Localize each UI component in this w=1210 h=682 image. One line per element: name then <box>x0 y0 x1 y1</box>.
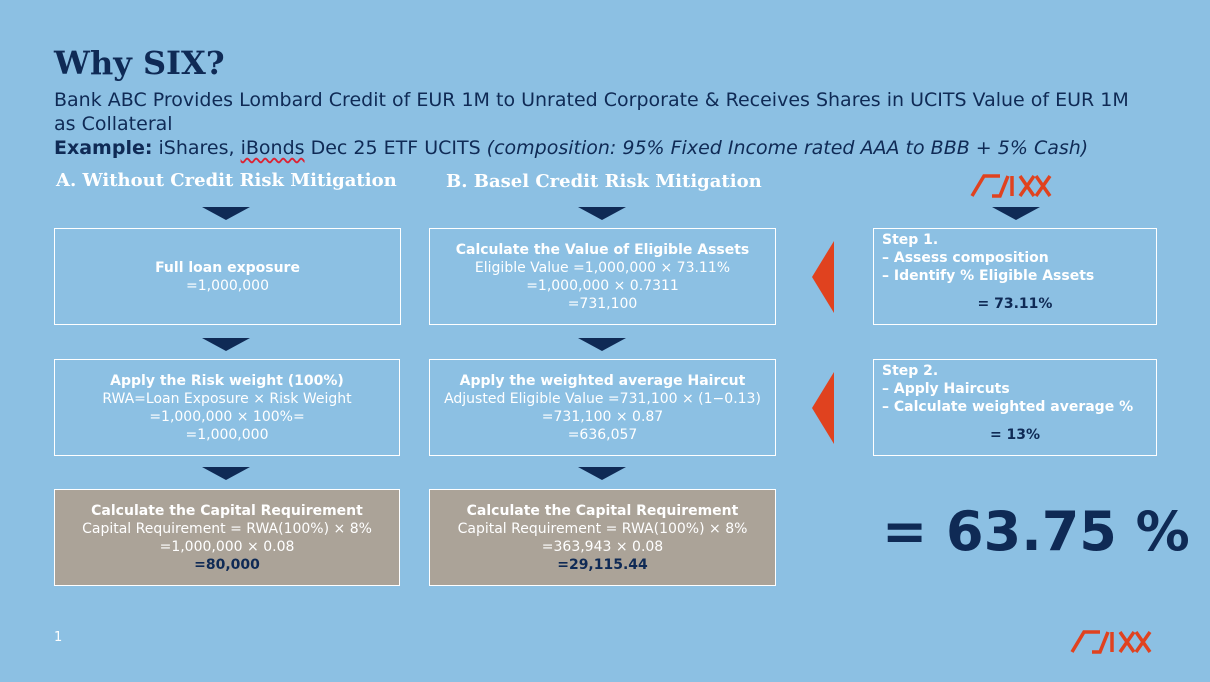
six-logo-top <box>970 174 1052 198</box>
column-a-box-1: Full loan exposure =1,000,000 <box>54 228 401 325</box>
step-item: – Assess composition <box>882 250 1049 266</box>
box-line: =636,057 <box>567 426 638 443</box>
box-line: Adjusted Eligible Value =731,100 × (1−0.… <box>444 390 761 407</box>
arrow-down-icon <box>578 207 626 220</box>
subtitle: Bank ABC Provides Lombard Credit of EUR … <box>54 89 1129 135</box>
column-b-box-2: Apply the weighted average Haircut Adjus… <box>429 359 776 456</box>
column-a-heading: A. Without Credit Risk Mitigation <box>56 170 397 191</box>
box-line: Capital Requirement = RWA(100%) × 8% <box>82 520 372 537</box>
column-b-box-3: Calculate the Capital Requirement Capita… <box>429 489 776 586</box>
box-title: Calculate the Capital Requirement <box>91 502 363 519</box>
column-a-box-3: Calculate the Capital Requirement Capita… <box>54 489 400 586</box>
arrow-down-icon <box>992 207 1040 220</box>
arrow-down-icon <box>202 338 250 351</box>
box-line: =1,000,000 × 0.08 <box>159 538 295 555</box>
step-item: – Calculate weighted average % <box>882 399 1134 415</box>
step-result: = 13% <box>989 427 1041 443</box>
box-line: =1,000,000 <box>186 277 269 294</box>
column-b-box-1: Calculate the Value of Eligible Assets E… <box>429 228 776 325</box>
box-title: Full loan exposure <box>155 259 300 276</box>
step-2-box: Step 2. – Apply Haircuts – Calculate wei… <box>873 359 1157 456</box>
arrow-down-icon <box>202 467 250 480</box>
arrow-left-icon <box>812 372 834 444</box>
arrow-left-icon <box>812 241 834 313</box>
box-line: =1,000,000 × 0.7311 <box>526 277 679 294</box>
box-line: =363,943 × 0.08 <box>541 538 664 555</box>
box-line: =1,000,000 × 100%= <box>149 408 305 425</box>
six-logo-bottom <box>1070 630 1152 654</box>
box-title: Calculate the Capital Requirement <box>466 502 739 519</box>
page-number: 1 <box>54 630 63 645</box>
example-line: Example: iShares, iBonds Dec 25 ETF UCIT… <box>54 136 1174 160</box>
step-item: – Apply Haircuts <box>882 381 1010 397</box>
big-result: = 63.75 % <box>882 500 1190 563</box>
box-line: =731,100 <box>567 295 638 312</box>
arrow-down-icon <box>202 207 250 220</box>
capital-result: =80,000 <box>194 556 260 573</box>
column-a-box-2: Apply the Risk weight (100%) RWA=Loan Ex… <box>54 359 400 456</box>
step-item: – Identify % Eligible Assets <box>882 268 1095 284</box>
arrow-down-icon <box>578 467 626 480</box>
column-b-heading: B. Basel Credit Risk Mitigation <box>446 171 762 192</box>
page-title: Why SIX? <box>54 44 225 82</box>
step-label: Step 2. <box>882 363 939 379</box>
example-label: Example: <box>54 137 153 159</box>
step-1-box: Step 1. – Assess composition – Identify … <box>873 228 1157 325</box>
step-result: = 73.11% <box>977 296 1053 312</box>
box-line: Eligible Value =1,000,000 × 73.11% <box>474 259 731 276</box>
step-label: Step 1. <box>882 232 939 248</box>
example-text-b: iBonds <box>240 137 305 159</box>
box-title: Apply the Risk weight (100%) <box>110 372 344 389</box>
box-line: =731,100 × 0.87 <box>541 408 664 425</box>
example-text-c: Dec 25 ETF UCITS <box>304 137 487 159</box>
example-composition: (composition: 95% Fixed Income rated AAA… <box>486 137 1089 159</box>
box-title: Calculate the Value of Eligible Assets <box>455 241 750 258</box>
capital-result: =29,115.44 <box>557 556 648 573</box>
box-line: Capital Requirement = RWA(100%) × 8% <box>457 520 748 537</box>
box-line: RWA=Loan Exposure × Risk Weight <box>102 390 352 407</box>
box-line: =1,000,000 <box>185 426 269 443</box>
box-title: Apply the weighted average Haircut <box>459 372 746 389</box>
arrow-down-icon <box>578 338 626 351</box>
example-text-a: iShares, <box>152 137 241 159</box>
